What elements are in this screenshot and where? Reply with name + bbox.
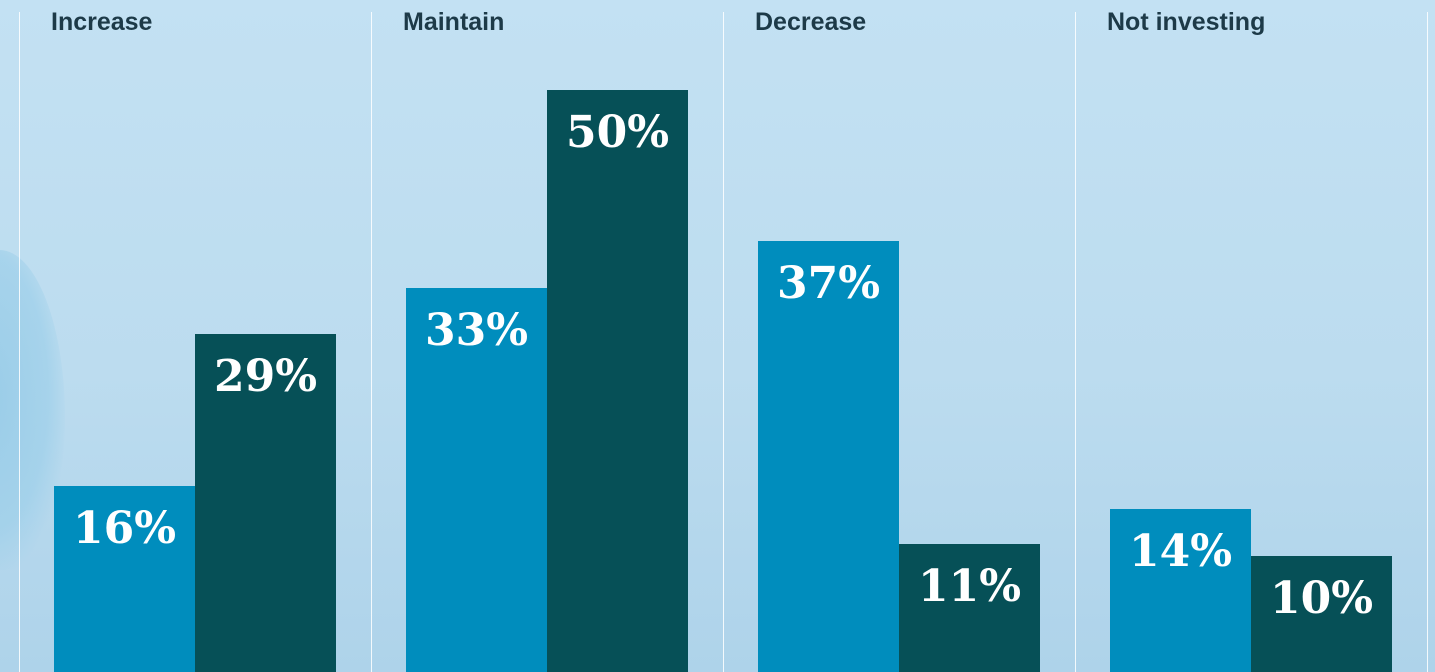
- bar-value-label: 50%: [565, 107, 670, 158]
- bar-value-label: 29%: [213, 351, 318, 402]
- bar: 37%: [758, 241, 899, 672]
- bar-value-label: 16%: [72, 503, 177, 554]
- group-divider: [19, 12, 20, 672]
- bar: 11%: [899, 544, 1040, 672]
- group-divider: [1075, 12, 1076, 672]
- bar-value-label: 10%: [1269, 573, 1374, 624]
- bar: 10%: [1251, 556, 1392, 672]
- category-label: Decrease: [755, 8, 867, 36]
- category-label: Not investing: [1107, 8, 1266, 36]
- bar-value-label: 33%: [424, 305, 529, 356]
- bar: 33%: [406, 288, 547, 672]
- bar: 29%: [195, 334, 336, 672]
- bar-value-label: 11%: [917, 561, 1022, 612]
- bar: 16%: [54, 486, 195, 672]
- category-label: Maintain: [403, 8, 505, 36]
- bar-value-label: 37%: [776, 258, 881, 309]
- bar: 14%: [1110, 509, 1251, 672]
- bar: 50%: [547, 90, 688, 672]
- group-divider: [371, 12, 372, 672]
- bar-value-label: 14%: [1128, 526, 1233, 577]
- category-label: Increase: [51, 8, 153, 36]
- group-divider: [723, 12, 724, 672]
- group-divider: [1427, 12, 1428, 672]
